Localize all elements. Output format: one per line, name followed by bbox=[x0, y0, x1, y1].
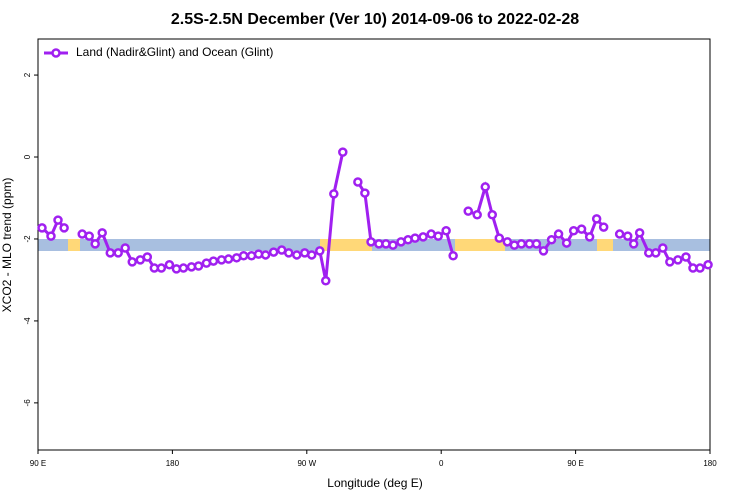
x-tick-label: 0 bbox=[439, 459, 444, 468]
land-band bbox=[455, 239, 505, 251]
data-point bbox=[494, 233, 505, 243]
x-tick-label: 180 bbox=[703, 459, 717, 468]
data-point bbox=[120, 243, 130, 253]
data-point bbox=[576, 224, 587, 234]
data-point bbox=[410, 233, 420, 243]
data-point bbox=[538, 246, 549, 256]
data-point bbox=[568, 226, 579, 236]
data-point bbox=[634, 228, 645, 238]
plot-frame bbox=[37, 38, 711, 451]
data-point bbox=[260, 250, 271, 260]
data-point bbox=[164, 260, 175, 270]
data-point bbox=[480, 182, 491, 192]
x-tick-label: 90 E bbox=[30, 459, 46, 468]
data-point bbox=[208, 256, 219, 266]
data-point bbox=[673, 255, 683, 265]
data-point bbox=[561, 238, 572, 248]
data-point bbox=[97, 228, 107, 238]
data-point bbox=[321, 276, 331, 286]
data-point bbox=[665, 257, 675, 267]
y-tick-label: -6 bbox=[23, 399, 32, 407]
data-point bbox=[113, 248, 123, 258]
data-point bbox=[502, 237, 513, 247]
data-point bbox=[315, 246, 325, 256]
data-point bbox=[598, 222, 609, 232]
data-point bbox=[338, 147, 348, 157]
data-point bbox=[472, 210, 482, 220]
data-point bbox=[531, 239, 542, 249]
y-tick-label: -2 bbox=[23, 235, 32, 243]
data-point bbox=[90, 239, 100, 249]
data-point bbox=[360, 188, 370, 198]
data-point bbox=[238, 251, 249, 261]
land-band bbox=[320, 239, 372, 251]
data-point bbox=[53, 215, 63, 225]
y-tick-label: 2 bbox=[23, 72, 32, 77]
data-point bbox=[622, 231, 633, 241]
data-point bbox=[441, 226, 451, 236]
y-tick-label: -4 bbox=[23, 317, 32, 325]
data-point bbox=[366, 237, 376, 247]
land-band bbox=[68, 239, 80, 251]
x-axis-label: Longitude (deg E) bbox=[327, 476, 422, 490]
data-point bbox=[651, 248, 661, 258]
data-point bbox=[306, 250, 317, 260]
x-tick-label: 90 W bbox=[297, 459, 316, 468]
data-point bbox=[628, 239, 639, 249]
land-band bbox=[597, 239, 613, 251]
data-point bbox=[59, 223, 69, 233]
y-axis-label: XCO2 - MLO trend (ppm) bbox=[0, 178, 14, 313]
data-point bbox=[681, 252, 691, 262]
data-point bbox=[223, 254, 234, 264]
data-point bbox=[178, 263, 189, 273]
data-point bbox=[463, 206, 473, 216]
data-point bbox=[105, 248, 116, 258]
legend-label: Land (Nadir&Glint) and Ocean (Glint) bbox=[76, 45, 273, 59]
data-point bbox=[433, 231, 443, 241]
legend-marker bbox=[51, 48, 61, 58]
data-point bbox=[292, 250, 302, 260]
data-point bbox=[658, 243, 668, 253]
data-point bbox=[142, 252, 153, 262]
data-point bbox=[329, 189, 339, 199]
data-point bbox=[84, 231, 94, 241]
data-point bbox=[591, 214, 602, 224]
data-point bbox=[156, 263, 167, 273]
data-point bbox=[46, 231, 56, 241]
data-point bbox=[703, 260, 713, 270]
y-tick-label: 0 bbox=[23, 154, 32, 159]
data-point bbox=[695, 263, 705, 273]
data-point bbox=[584, 232, 595, 242]
data-point bbox=[546, 235, 557, 245]
data-point bbox=[353, 177, 363, 187]
data-point bbox=[283, 248, 294, 258]
data-point bbox=[37, 223, 47, 233]
data-point bbox=[487, 210, 498, 220]
data-point bbox=[614, 229, 625, 239]
data-point bbox=[127, 257, 137, 267]
data-point bbox=[388, 240, 398, 250]
data-point bbox=[516, 239, 527, 249]
data-point bbox=[553, 229, 564, 239]
chart-title: 2.5S-2.5N December (Ver 10) 2014-09-06 t… bbox=[171, 11, 579, 28]
data-point bbox=[193, 261, 204, 271]
x-tick-label: 180 bbox=[166, 459, 180, 468]
data-point bbox=[448, 251, 458, 261]
data-point bbox=[268, 247, 279, 257]
data-point bbox=[418, 232, 428, 242]
x-tick-label: 90 E bbox=[567, 459, 583, 468]
